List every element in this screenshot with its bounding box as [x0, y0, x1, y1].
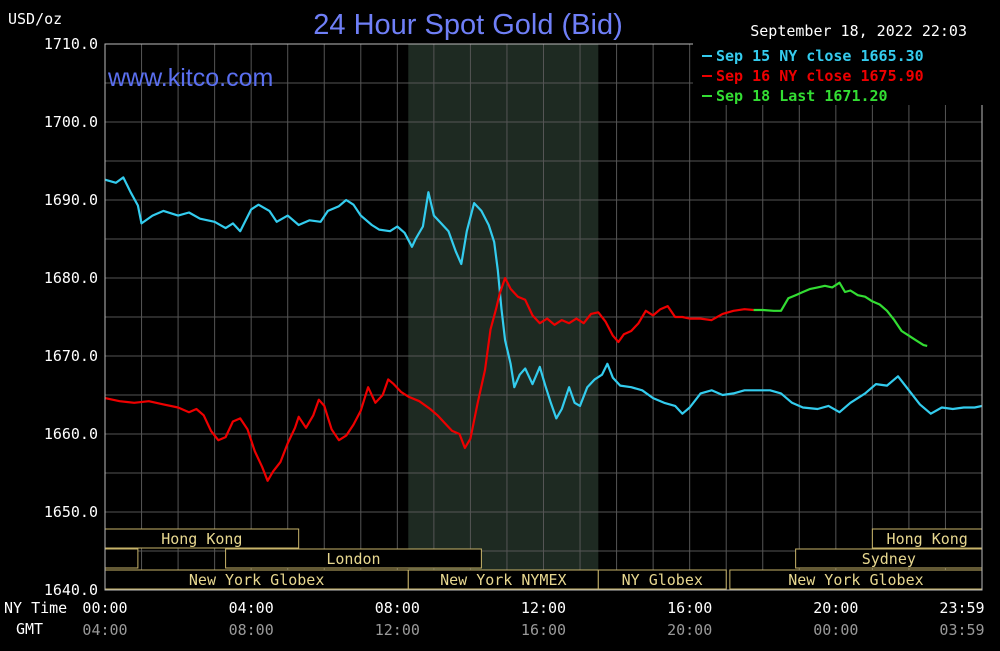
grid-lines [105, 43, 982, 591]
y-axis-ticks: 1710.0 1700.0 1690.0 1680.0 1670.0 1660.0 1650… [44, 35, 98, 599]
x-tick-label-gmt: 04:00 [82, 621, 127, 639]
legend-entry: Sep 16 NY close 1675.90 [716, 67, 924, 85]
x-tick-label-ny: 08:00 [375, 599, 420, 617]
x-axis-row-label-gmt: GMT [16, 620, 43, 638]
x-tick-label-ny: 20:00 [813, 599, 858, 617]
y-tick-label: 1700.0 [44, 113, 98, 131]
x-tick-label-gmt: 03:59 [939, 621, 984, 639]
legend-entry: Sep 18 Last 1671.20 [716, 87, 888, 105]
session-label: New York Globex [189, 571, 324, 589]
session-box [597, 569, 727, 590]
watermark-url: www.kitco.com [107, 64, 273, 92]
y-tick-label: 1690.0 [44, 191, 98, 209]
series-line-3 [753, 281, 928, 347]
x-tick-label-gmt: 08:00 [229, 621, 274, 639]
x-tick-label-gmt: 12:00 [375, 621, 420, 639]
series-line-2 [104, 276, 754, 482]
plot-border [104, 43, 983, 591]
x-tick-label-ny: 16:00 [667, 599, 712, 617]
x-tick-label-gmt: 16:00 [521, 621, 566, 639]
chart-timestamp: September 18, 2022 22:03 [750, 22, 967, 40]
legend-box [693, 41, 989, 105]
session-label: Hong Kong [887, 530, 968, 548]
session-label: New York Globex [788, 571, 923, 589]
x-tick-label-gmt: 20:00 [667, 621, 712, 639]
price-series [104, 176, 983, 482]
session-label: Sydney [862, 550, 916, 568]
x-axis-ticks: 00:00 04:00 04:00 08:00 08:00 12:00 12:00 16:00… [82, 599, 984, 639]
y-tick-label: 1710.0 [44, 35, 98, 53]
session-label: NY Globex [622, 571, 703, 589]
y-tick-label: 1670.0 [44, 347, 98, 365]
session-label: London [326, 550, 380, 568]
x-tick-label-ny: 12:00 [521, 599, 566, 617]
market-sessions: Hong Kong Hong Kong London Sydney New York G… [104, 528, 983, 590]
y-tick-label: 1680.0 [44, 269, 98, 287]
legend-entry: Sep 15 NY close 1665.30 [716, 47, 924, 65]
y-tick-label: 1650.0 [44, 503, 98, 521]
y-axis-unit-label: USD/oz [8, 10, 62, 28]
session-label: Hong Kong [161, 530, 242, 548]
session-box [104, 548, 139, 569]
x-tick-label-ny: 00:00 [82, 599, 127, 617]
y-tick-label: 1640.0 [44, 581, 98, 599]
session-box [225, 548, 482, 569]
legend: Sep 15 NY close 1665.30 Sep 16 NY close 1… [702, 47, 924, 105]
x-tick-label-ny: 04:00 [229, 599, 274, 617]
chart-title: 24 Hour Spot Gold (Bid) [313, 9, 622, 41]
x-axis-row-label-ny: NY Time [4, 599, 67, 617]
series-line-1 [104, 176, 983, 420]
x-tick-label-ny: 23:59 [939, 599, 984, 617]
y-tick-label: 1660.0 [44, 425, 98, 443]
x-tick-label-gmt: 00:00 [813, 621, 858, 639]
session-label: New York NYMEX [440, 571, 566, 589]
